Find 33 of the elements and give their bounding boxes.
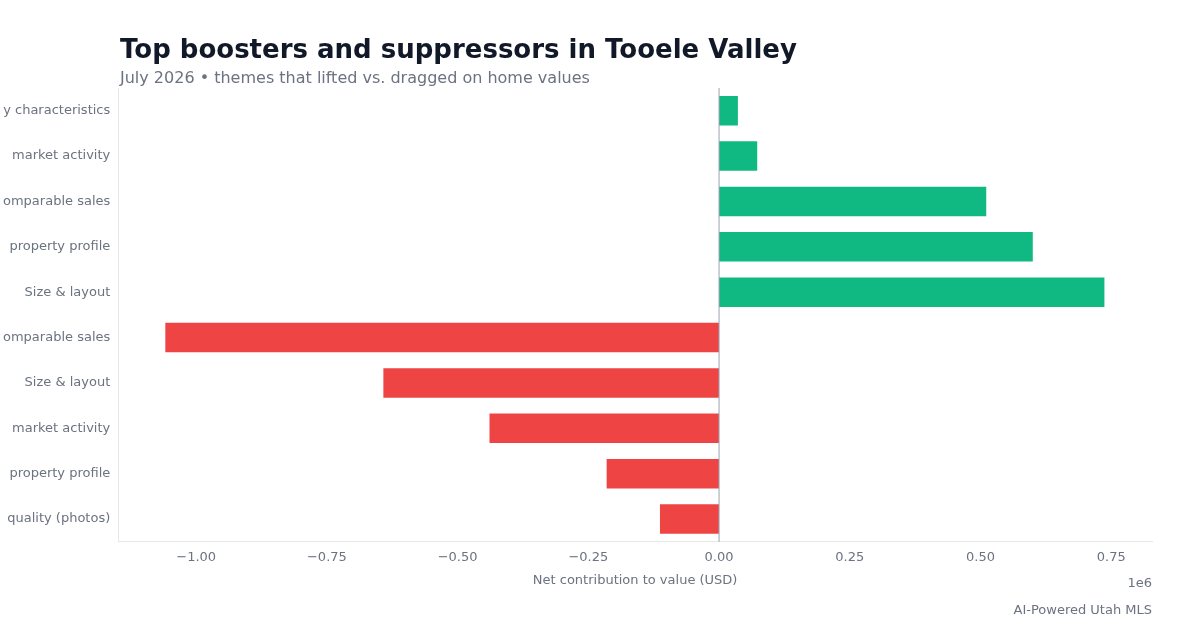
x-tick-label: −0.75 [306, 548, 347, 564]
bar [489, 413, 720, 444]
text: AI-Powered Utah MLS [1013, 602, 1152, 617]
bar [719, 232, 1033, 262]
x-tick-label: −0.25 [568, 548, 609, 564]
y-tick-label: property profile [9, 465, 111, 481]
bar [719, 141, 758, 171]
bar [659, 504, 720, 534]
y-tick-label: omparable sales [3, 192, 111, 208]
bar [383, 368, 720, 398]
bar [719, 95, 738, 126]
y-tick-label: property profile [9, 238, 111, 254]
chart-subtitle: July 2026 • themes that lifted vs. dragged on home values [120, 68, 590, 87]
y-tick-label: Size & layout [24, 283, 111, 299]
x-tick-label: −0.50 [437, 548, 478, 564]
bar [719, 186, 987, 217]
x-tick-label: 0.50 [966, 548, 995, 564]
y-tick-label: market activity [12, 147, 111, 163]
chart-title: Top boosters and suppressors in Tooele Valley [120, 34, 797, 64]
x-tick-label: 0.25 [835, 548, 865, 564]
bar [719, 277, 1105, 307]
y-tick-label: quality (photos) [7, 510, 111, 526]
x-axis-title: Net contribution to value (USD) [532, 571, 738, 587]
y-tick-label: market activity [12, 419, 111, 435]
x-tick-label: −1.00 [176, 548, 217, 564]
text: 1e6 [1127, 575, 1152, 590]
x-tick-label: 0.00 [704, 548, 734, 564]
y-tick-label: omparable sales [3, 328, 111, 344]
bar [606, 458, 720, 489]
x-tick-label: 0.75 [1096, 548, 1126, 564]
bar [165, 322, 720, 353]
y-tick-label: Size & layout [24, 374, 111, 390]
y-tick-label: y characteristics [3, 102, 111, 118]
